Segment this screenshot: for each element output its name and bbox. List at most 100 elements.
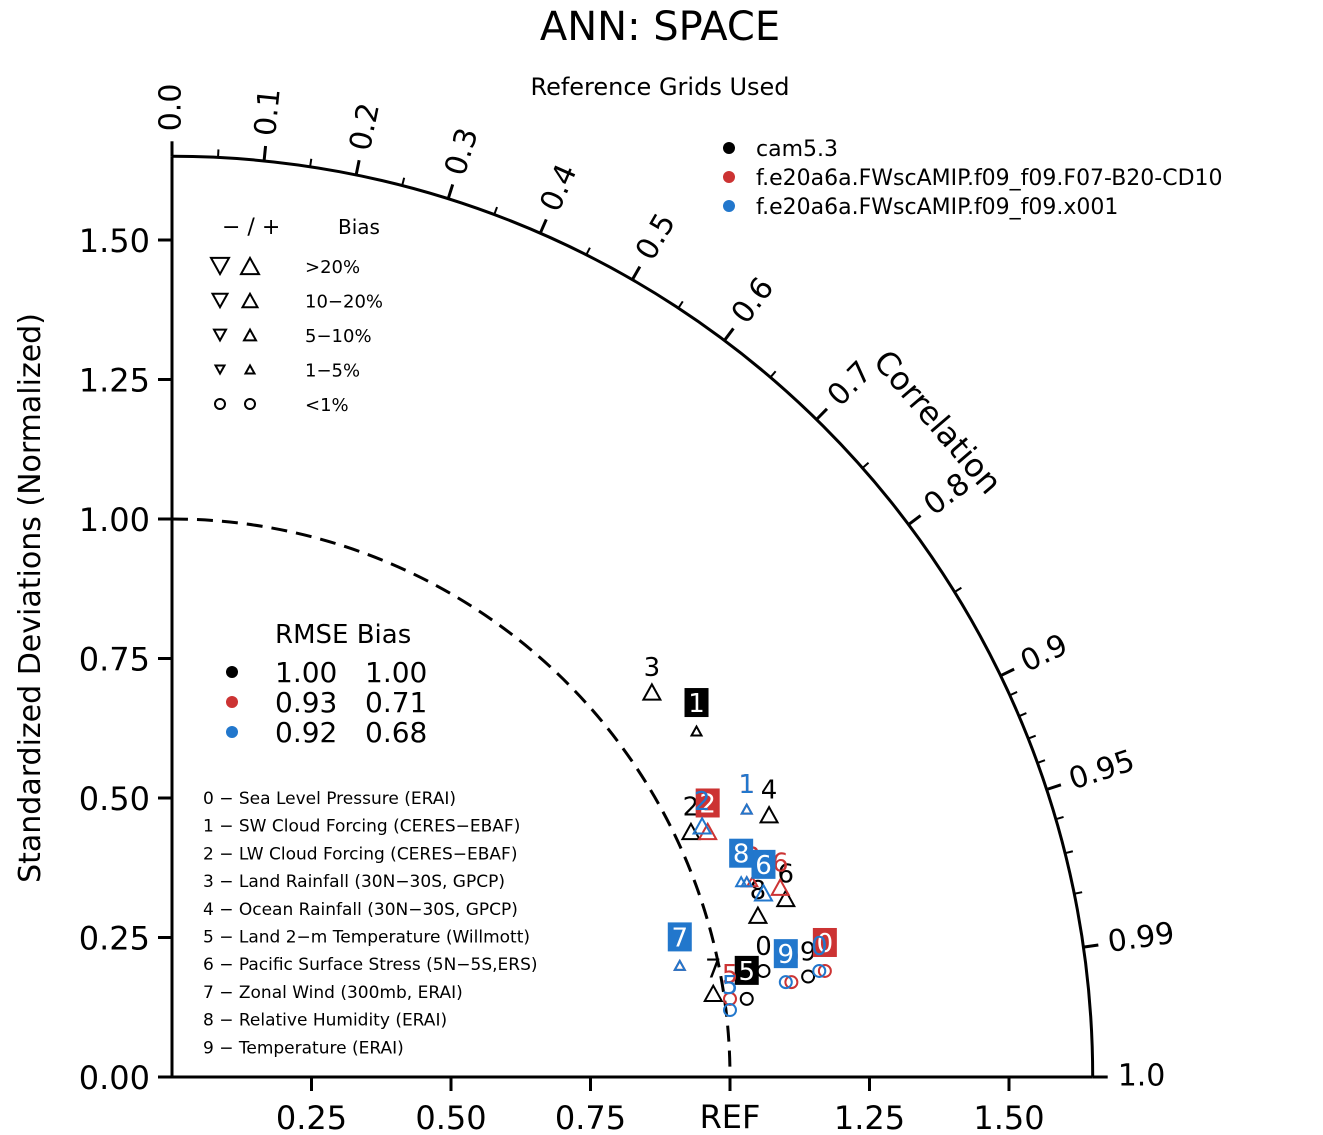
- point-id-label: 0: [817, 929, 834, 959]
- bias-legend-label: >20%: [305, 257, 360, 278]
- correlation-tick: [446, 183, 455, 200]
- data-point: 1: [738, 770, 755, 815]
- bias-legend: − / + Bias >20% 10−20% 5−10% 1−5% <1%: [209, 215, 383, 416]
- x-tick-label: 0.50: [415, 1099, 486, 1135]
- point-id-label: 2: [699, 789, 716, 819]
- point-id-label: 0: [811, 932, 828, 962]
- rmse-value: 1.00: [275, 656, 337, 689]
- data-point: 2: [695, 788, 720, 841]
- bias-legend-label: 1−5%: [305, 361, 360, 382]
- data-point: 3: [641, 653, 663, 701]
- bias-legend-triangle-down: [213, 364, 227, 376]
- variable-key-item: 3 − Land Rainfall (30N−30S, GPCP): [203, 872, 505, 892]
- data-point: 6: [770, 848, 791, 896]
- bias-legend-triangle-down: [212, 328, 228, 343]
- point-id-box: [734, 955, 759, 985]
- series-legend-label: f.e20a6a.FWscAMIP.f09_f09.F07-B20-CD10: [756, 166, 1223, 191]
- rmse-row-dot: [226, 726, 238, 738]
- data-point: 9: [800, 938, 816, 984]
- point-marker: [784, 975, 799, 990]
- y-tick-label: 0.25: [79, 920, 150, 958]
- correlation-tick-label: 0.3: [438, 124, 486, 180]
- bias-value: 0.68: [365, 716, 427, 749]
- correlation-tick: [631, 265, 642, 281]
- point-id-label: 5: [722, 971, 739, 1001]
- data-point: 8: [747, 876, 769, 924]
- rmse-value: 0.93: [275, 686, 337, 719]
- y-tick-label: 1.25: [79, 362, 150, 400]
- correlation-minor-tick: [1055, 816, 1064, 821]
- bias-legend-label: <1%: [305, 395, 349, 416]
- point-marker: [758, 805, 780, 824]
- correlation-tick: [538, 218, 548, 234]
- point-id-label: 2: [683, 792, 700, 822]
- point-id-label: 6: [755, 851, 772, 881]
- point-id-label: 0: [755, 932, 772, 962]
- point-marker: [770, 877, 791, 896]
- point-marker: [641, 682, 663, 701]
- point-id-box: [684, 688, 709, 718]
- series-legend-label: f.e20a6a.FWscAMIP.f09_f09.x001: [756, 195, 1118, 220]
- bias-legend-title: Bias: [338, 215, 380, 239]
- axes-group: 0.000.250.500.751.001.251.500.25 0.50 0.75…: [79, 84, 1177, 1135]
- series-legend-label: cam5.3: [756, 137, 838, 162]
- bias-legend-triangle-down: [209, 256, 231, 277]
- correlation-tick-label: 0.99: [1106, 916, 1177, 960]
- variable-key-item: 2 − LW Cloud Forcing (CERES−EBAF): [203, 844, 517, 864]
- data-point: 0: [811, 932, 828, 978]
- x-axis-ref-label: REF: [700, 1098, 761, 1135]
- correlation-minor-tick: [1064, 850, 1074, 855]
- point-id-label: 4: [761, 776, 778, 806]
- point-id-label: 8: [750, 876, 767, 906]
- correlation-minor-tick: [954, 586, 962, 593]
- x-tick-label: 0.75: [555, 1099, 626, 1135]
- y-tick-label: 0.50: [79, 780, 150, 818]
- correlation-minor-tick: [585, 247, 591, 256]
- point-marker: [723, 1003, 737, 1018]
- point-id-label: 1: [688, 689, 705, 719]
- correlation-tick-label: 1.0: [1118, 1059, 1166, 1094]
- data-point: 7: [667, 922, 692, 971]
- variable-key-item: 4 − Ocean Rainfall (30N−30S, GPCP): [203, 900, 518, 920]
- point-id-box: [812, 927, 837, 957]
- series-legend-dot: [723, 200, 735, 212]
- series-legend-dot: [723, 171, 735, 183]
- point-marker: [747, 905, 769, 924]
- correlation-minor-tick: [1027, 734, 1037, 740]
- x-tick-label: 1.50: [973, 1099, 1044, 1135]
- data-point: 6: [751, 849, 776, 902]
- correlation-tick: [1083, 943, 1099, 949]
- y-tick-label: 1.50: [79, 222, 150, 260]
- chart-subtitle: Reference Grids Used: [530, 73, 789, 101]
- correlation-minor-tick: [861, 461, 870, 469]
- variable-key-item: 6 − Pacific Surface Stress (5N−5S,ERS): [203, 955, 538, 975]
- data-point: 2: [691, 787, 713, 835]
- point-id-box: [667, 922, 692, 952]
- point-id-box: [773, 939, 798, 969]
- data-point: 0: [812, 927, 837, 978]
- correlation-minor-tick: [493, 206, 498, 215]
- correlation-minor-tick: [1009, 691, 1018, 697]
- x-tick-label: 1.25: [834, 1099, 905, 1135]
- point-id-label: 7: [705, 954, 722, 984]
- bias-legend-label: 5−10%: [305, 326, 372, 347]
- rmse-table-header: RMSE Bias: [275, 620, 411, 650]
- bias-value: 0.71: [365, 686, 427, 719]
- correlation-tick-label: 0.9: [1015, 627, 1073, 679]
- correlation-tick-label: 0.4: [533, 159, 584, 217]
- point-marker: [697, 821, 718, 841]
- point-marker: [756, 963, 771, 978]
- correlation-tick: [262, 145, 268, 162]
- point-marker: [673, 958, 687, 971]
- variable-key-item: 0 − Sea Level Pressure (ERAI): [203, 789, 456, 809]
- point-id-box: [751, 849, 776, 879]
- correlation-tick: [723, 327, 735, 342]
- correlation-minor-tick: [1074, 891, 1083, 895]
- bias-legend-triangle-up: [239, 255, 261, 276]
- point-marker: [740, 802, 754, 815]
- correlation-tick: [999, 667, 1015, 678]
- data-points: 0123456789012356789012356789: [641, 653, 837, 1018]
- y-tick-label: 1.00: [79, 501, 150, 539]
- correlation-tick-label: 0.6: [725, 271, 782, 330]
